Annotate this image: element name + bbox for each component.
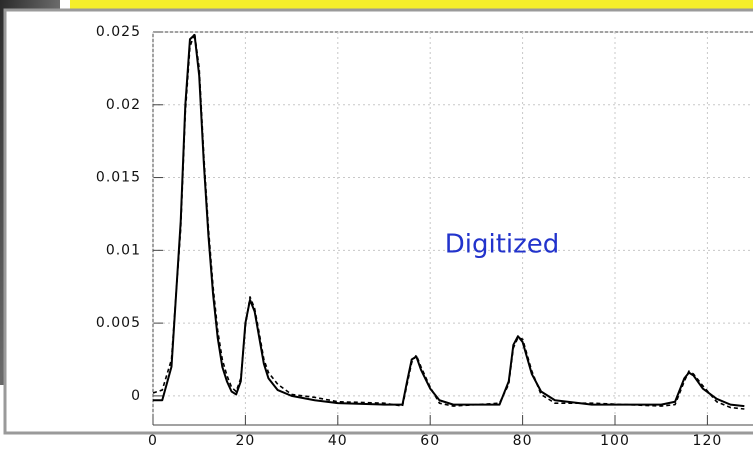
y-tick-label: 0.005 xyxy=(96,315,141,331)
series-line xyxy=(153,33,745,408)
x-tick-label: 60 xyxy=(420,433,440,449)
x-tick-label: 100 xyxy=(600,433,630,449)
x-tick-label: 120 xyxy=(693,433,723,449)
y-tick-label: 0.02 xyxy=(106,97,141,113)
x-tick-label: 0 xyxy=(148,433,158,449)
header-strip xyxy=(70,0,753,9)
y-tick-label: 0 xyxy=(131,388,141,404)
y-tick-label: 0.015 xyxy=(96,170,141,186)
x-tick-label: 20 xyxy=(235,433,255,449)
chart-panel xyxy=(3,8,753,435)
y-tick-label: 0.025 xyxy=(96,24,141,40)
x-tick-label: 40 xyxy=(328,433,348,449)
annotation: Digitized xyxy=(445,230,560,260)
y-tick-label: 0.01 xyxy=(106,242,141,258)
x-tick-label: 80 xyxy=(513,433,533,449)
series-line xyxy=(153,32,745,410)
plot-area: 0 0.005 0.01 0.015 0.02 0.025 0 20 40 60 80 100 120 D… xyxy=(96,24,753,449)
